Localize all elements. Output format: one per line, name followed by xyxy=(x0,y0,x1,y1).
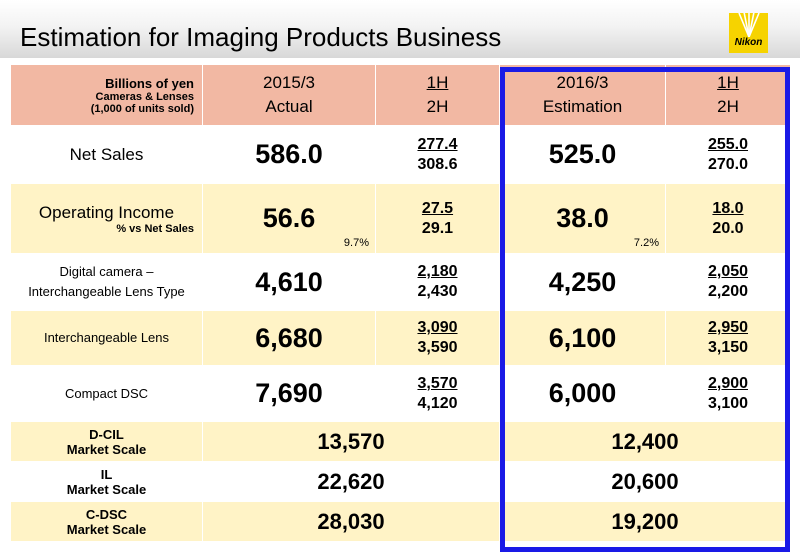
operating-income-fy2016-1h: 18.0 xyxy=(712,199,744,217)
compact-dsc-label: Compact DSC xyxy=(10,365,203,422)
market-dcil-fy2016: 12,400 xyxy=(499,421,791,462)
dcil-fy2016-2h: 2,200 xyxy=(707,283,749,300)
unit-cameras-lenses: Cameras & Lenses xyxy=(95,90,194,103)
net-sales-fy2015-halves: 277.4 308.6 xyxy=(375,125,500,184)
compact-dsc-fy2016: 6,000 xyxy=(499,365,666,422)
fy2016-halves-header: 1H 2H xyxy=(665,64,791,126)
il-fy2016-halves: 2,950 3,150 xyxy=(665,310,791,366)
net-sales-fy2015: 586.0 xyxy=(202,125,376,184)
net-sales-fy2016-1h: 255.0 xyxy=(707,135,749,153)
fy2015-halves-header: 1H 2H xyxy=(375,64,500,126)
market-dcil-label-line2: Market Scale xyxy=(66,441,147,457)
dcil-fy2015-1h: 2,180 xyxy=(417,263,458,280)
fy2015-type: Actual xyxy=(265,97,313,116)
market-il-fy2016: 20,600 xyxy=(499,461,791,502)
dcil-fy2015-2h: 2,430 xyxy=(417,283,458,300)
fy2016-type: Estimation xyxy=(542,97,623,116)
dcil-fy2015: 4,610 xyxy=(202,253,376,311)
il-fy2015-1h: 3,090 xyxy=(417,319,458,336)
logo-rays-icon xyxy=(738,13,760,37)
market-cdsc-label-line1: C-DSC xyxy=(85,506,128,522)
unit-billions-yen: Billions of yen xyxy=(105,75,194,91)
net-sales-fy2016-2h: 270.0 xyxy=(707,155,749,173)
il-fy2015-halves: 3,090 3,590 xyxy=(375,310,500,366)
market-cdsc-label-cell: C-DSC Market Scale xyxy=(10,501,203,542)
title-bar: Estimation for Imaging Products Business… xyxy=(0,0,800,58)
compact-dsc-fy2015: 7,690 xyxy=(202,365,376,422)
operating-income-fy2015: 56.6 xyxy=(262,203,316,233)
fy2016-header: 2016/3 Estimation xyxy=(499,64,666,126)
il-label: Interchangeable Lens xyxy=(10,310,203,366)
compact-dsc-fy2015-1h: 3,570 xyxy=(417,374,458,392)
fy2015-2h-header: 2H xyxy=(426,97,449,116)
fy2015-1h-header: 1H xyxy=(426,73,449,92)
dcil-fy2015-halves: 2,180 2,430 xyxy=(375,253,500,311)
market-cdsc-fy2016: 19,200 xyxy=(499,501,791,542)
fy2015-header: 2015/3 Actual xyxy=(202,64,376,126)
il-fy2016-2h: 3,150 xyxy=(707,339,749,356)
nikon-logo: Nikon xyxy=(729,13,768,53)
fy2016-2h-header: 2H xyxy=(717,97,739,116)
net-sales-label: Net Sales xyxy=(10,125,203,184)
il-fy2016-1h: 2,950 xyxy=(707,319,749,336)
page-title: Estimation for Imaging Products Business xyxy=(20,22,502,52)
estimation-table: Billions of yen Cameras & Lenses (1,000 … xyxy=(10,64,791,542)
operating-margin-fy2016: 7.2% xyxy=(633,237,659,249)
il-fy2015: 6,680 xyxy=(202,310,376,366)
operating-income-label-cell: Operating Income % vs Net Sales xyxy=(10,183,203,254)
net-sales-fy2015-2h: 308.6 xyxy=(417,155,458,173)
compact-dsc-fy2015-halves: 3,570 4,120 xyxy=(375,365,500,422)
table-row-market-il: IL Market Scale 22,620 20,600 xyxy=(10,461,791,502)
market-cdsc-label-line2: Market Scale xyxy=(66,521,147,537)
table-row-market-dcil: D-CIL Market Scale 13,570 12,400 xyxy=(10,421,791,462)
compact-dsc-fy2016-halves: 2,900 3,100 xyxy=(665,365,791,422)
market-il-label-line2: Market Scale xyxy=(66,481,147,497)
market-dcil-fy2015: 13,570 xyxy=(202,421,500,462)
net-sales-fy2015-1h: 277.4 xyxy=(417,135,458,153)
net-sales-fy2016-halves: 255.0 270.0 xyxy=(665,125,791,184)
dcil-label-line2: Interchangeable Lens Type xyxy=(28,284,185,299)
logo-text: Nikon xyxy=(734,37,763,48)
dcil-label-cell: Digital camera – Interchangeable Lens Ty… xyxy=(10,253,203,311)
fy2015-year: 2015/3 xyxy=(263,73,315,92)
operating-income-label: Operating Income xyxy=(38,202,175,222)
operating-margin-fy2015: 9.7% xyxy=(343,237,369,249)
operating-income-fy2016-cell: 38.0 7.2% xyxy=(499,183,666,254)
table-row-operating-income: Operating Income % vs Net Sales 56.6 9.7… xyxy=(10,183,791,254)
market-il-label-line1: IL xyxy=(100,466,113,482)
pct-vs-net-sales-label: % vs Net Sales xyxy=(116,222,194,235)
table-row-il: Interchangeable Lens 6,680 3,090 3,590 6… xyxy=(10,310,791,366)
market-il-label-cell: IL Market Scale xyxy=(10,461,203,502)
table-header-row: Billions of yen Cameras & Lenses (1,000 … xyxy=(10,64,791,126)
table-row-dcil: Digital camera – Interchangeable Lens Ty… xyxy=(10,253,791,311)
dcil-fy2016: 4,250 xyxy=(499,253,666,311)
operating-income-fy2015-2h: 29.1 xyxy=(421,219,454,237)
market-cdsc-fy2015: 28,030 xyxy=(202,501,500,542)
il-fy2015-2h: 3,590 xyxy=(417,339,458,356)
operating-income-fy2015-cell: 56.6 9.7% xyxy=(202,183,376,254)
dcil-fy2016-1h: 2,050 xyxy=(707,263,749,280)
fy2016-year: 2016/3 xyxy=(556,73,609,92)
table-row-market-cdsc: C-DSC Market Scale 28,030 19,200 xyxy=(10,501,791,542)
compact-dsc-fy2016-1h: 2,900 xyxy=(707,374,749,392)
table-row-net-sales: Net Sales 586.0 277.4 308.6 525.0 255.0 … xyxy=(10,125,791,184)
dcil-label-line1: Digital camera – xyxy=(59,264,154,279)
net-sales-fy2016: 525.0 xyxy=(499,125,666,184)
unit-header-cell: Billions of yen Cameras & Lenses (1,000 … xyxy=(10,64,203,126)
compact-dsc-fy2016-2h: 3,100 xyxy=(707,394,749,412)
table-row-compact-dsc: Compact DSC 7,690 3,570 4,120 6,000 2,90… xyxy=(10,365,791,422)
operating-income-fy2016-halves: 18.0 20.0 xyxy=(665,183,791,254)
operating-income-fy2015-1h: 27.5 xyxy=(421,199,454,217)
dcil-fy2016-halves: 2,050 2,200 xyxy=(665,253,791,311)
operating-income-fy2016: 38.0 xyxy=(556,203,609,233)
operating-income-fy2016-2h: 20.0 xyxy=(712,219,744,237)
unit-thousand-units: (1,000 of units sold) xyxy=(90,102,194,115)
market-dcil-label-line1: D-CIL xyxy=(89,426,124,442)
market-il-fy2015: 22,620 xyxy=(202,461,500,502)
il-fy2016: 6,100 xyxy=(499,310,666,366)
operating-income-fy2015-halves: 27.5 29.1 xyxy=(375,183,500,254)
compact-dsc-fy2015-2h: 4,120 xyxy=(417,394,458,412)
fy2016-1h-header: 1H xyxy=(717,73,739,92)
market-dcil-label-cell: D-CIL Market Scale xyxy=(10,421,203,462)
